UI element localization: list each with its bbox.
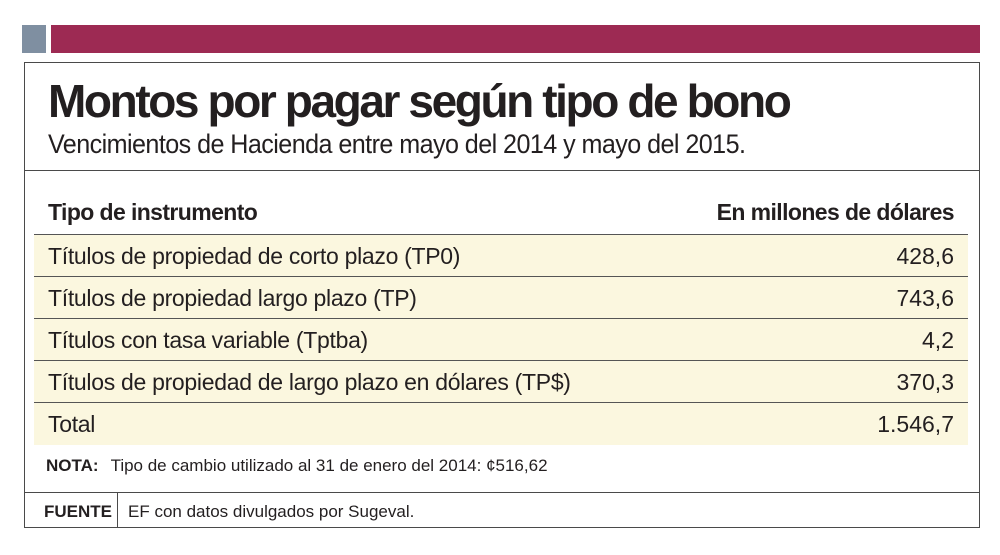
row-value: 428,6: [896, 243, 954, 269]
table-row: Títulos de propiedad de corto plazo (TP0…: [34, 235, 968, 277]
table-row-total: Total 1.546,7: [34, 403, 968, 445]
row-value: 1.546,7: [877, 411, 954, 437]
source-divider: [117, 492, 118, 528]
accent-bar-maroon: [51, 25, 980, 53]
note-label: NOTA:: [46, 456, 99, 475]
row-label: Títulos con tasa variable (Tptba): [48, 327, 368, 353]
table-highlight: [34, 235, 968, 445]
row-value: 370,3: [896, 369, 954, 395]
header-rule: [34, 234, 968, 235]
row-value: 743,6: [896, 285, 954, 311]
column-header-amount: En millones de dólares: [716, 199, 955, 225]
accent-bar-gray: [22, 25, 46, 53]
row-label: Títulos de propiedad de largo plazo en d…: [48, 369, 571, 395]
chart-title: Montos por pagar según tipo de bono: [48, 75, 792, 127]
note-text: Tipo de cambio utilizado al 31 de enero …: [110, 456, 548, 475]
source-text: EF con datos divulgados por Sugeval.: [128, 502, 415, 521]
source-label: FUENTE: [44, 502, 112, 521]
row-label: Títulos de propiedad de corto plazo (TP0…: [48, 243, 461, 269]
title-separator: [24, 170, 980, 171]
table-row: Títulos de propiedad de largo plazo en d…: [34, 361, 968, 403]
row-label: Total: [48, 411, 96, 437]
infographic-frame: [24, 62, 980, 528]
column-header-instrument: Tipo de instrumento: [48, 199, 258, 225]
table-row: Títulos con tasa variable (Tptba) 4,2: [34, 319, 968, 361]
row-label: Títulos de propiedad largo plazo (TP): [48, 285, 417, 311]
row-value: 4,2: [922, 327, 954, 353]
chart-subtitle: Vencimientos de Hacienda entre mayo del …: [48, 129, 746, 159]
source-separator: [24, 492, 980, 493]
note: NOTA: Tipo de cambio utilizado al 31 de e…: [46, 457, 548, 474]
table-row: Títulos de propiedad largo plazo (TP) 743…: [34, 277, 968, 319]
